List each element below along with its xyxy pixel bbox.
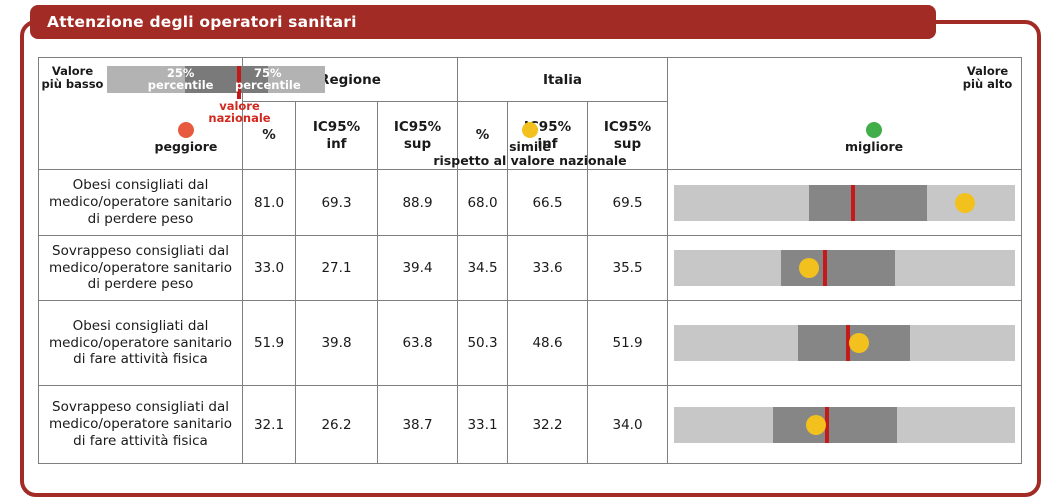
percentile-bar — [674, 406, 1016, 443]
interquartile-band — [808, 184, 928, 221]
region-indicator-dot — [955, 192, 976, 213]
legend-better-label: migliore — [845, 138, 904, 154]
col-header-italia-ic-sup: IC95% sup — [586, 101, 669, 170]
table-row: Obesi consigliati dal medico/operatore s… — [38, 169, 1023, 236]
interquartile-band — [772, 406, 898, 443]
regione-pct-value: 81.0 — [242, 169, 296, 236]
legend-worse-dot-icon — [177, 121, 194, 138]
regione-ic-sup-value: 39.4 — [377, 235, 458, 301]
legend-national-value-line — [237, 65, 242, 99]
italia-ic-inf-value: 66.5 — [507, 169, 588, 236]
percentile-chart-cell — [667, 300, 1023, 386]
percentile-bar — [674, 325, 1016, 361]
percentile-chart-cell — [667, 385, 1023, 464]
legend-25th-percentile-label: 25% percentile — [147, 65, 214, 93]
regione-ic-sup-value: 63.8 — [377, 300, 458, 386]
percentile-chart-cell — [667, 235, 1023, 301]
italia-pct-value: 33.1 — [457, 385, 508, 464]
regione-ic-inf-value: 39.8 — [295, 300, 378, 386]
legend-percentile-bar: 25% percentile 75% percentile — [106, 65, 325, 99]
regione-pct-value: 51.9 — [242, 300, 296, 386]
region-indicator-dot — [805, 414, 826, 435]
percentile-bar — [674, 250, 1016, 286]
legend-worse-label: peggiore — [154, 138, 218, 154]
table-row: Obesi consigliati dal medico/operatore s… — [38, 300, 1023, 386]
indicator-label: Sovrappeso consigliati dal medico/operat… — [38, 385, 243, 464]
legend-national-value-label: valore nazionale — [208, 98, 271, 126]
col-header-italia-pct: % — [457, 101, 508, 170]
national-value-line — [825, 406, 830, 443]
region-indicator-dot — [798, 258, 819, 278]
health-indicators-table: Regione Italia Valore più basso 25% perc… — [38, 57, 1023, 464]
legend-75th-percentile-label: 75% percentile — [234, 65, 301, 93]
italia-ic-sup-value: 34.0 — [586, 385, 669, 464]
panel-title: Attenzione degli operatori sanitari — [30, 5, 936, 39]
col-header-regione-ic-inf: IC95% inf — [295, 101, 378, 170]
regione-ic-inf-value: 27.1 — [295, 235, 378, 301]
percentile-chart-cell — [667, 169, 1023, 236]
italia-ic-inf-value: 32.2 — [507, 385, 588, 464]
legend-cell: Valore più basso 25% percentile 75% perc… — [42, 57, 1023, 170]
italia-pct-value: 68.0 — [457, 169, 508, 236]
region-indicator-dot — [848, 333, 869, 353]
legend-highest-value-label: Valore più alto — [962, 63, 1013, 92]
national-value-line — [823, 250, 828, 286]
indicator-label: Obesi consigliati dal medico/operatore s… — [38, 169, 243, 236]
italia-ic-inf-value: 48.6 — [507, 300, 588, 386]
table-row: Sovrappeso consigliati dal medico/operat… — [38, 385, 1023, 464]
col-header-regione-pct: % — [242, 101, 296, 170]
legend-similar-dot-icon — [522, 121, 539, 138]
legend-lowest-value-label: Valore più basso — [41, 63, 104, 92]
legend-better-dot-icon — [866, 121, 883, 138]
national-value-line — [851, 184, 856, 221]
indicator-label: Sovrappeso consigliati dal medico/operat… — [38, 235, 243, 301]
italia-ic-inf-value: 33.6 — [507, 235, 588, 301]
legend-similar-label: simile — [509, 138, 551, 154]
regione-ic-inf-value: 26.2 — [295, 385, 378, 464]
regione-ic-inf-value: 69.3 — [295, 169, 378, 236]
regione-ic-sup-value: 88.9 — [377, 169, 458, 236]
indicator-label: Obesi consigliati dal medico/operatore s… — [38, 300, 243, 386]
italia-ic-sup-value: 69.5 — [586, 169, 669, 236]
italia-ic-sup-value: 35.5 — [586, 235, 669, 301]
regione-pct-value: 32.1 — [242, 385, 296, 464]
percentile-bar — [674, 184, 1016, 221]
col-header-italia-ic-inf: IC95% inf — [507, 101, 588, 170]
italia-pct-value: 50.3 — [457, 300, 508, 386]
regione-ic-sup-value: 38.7 — [377, 385, 458, 464]
legend-interquartile-band — [184, 65, 269, 93]
legend-caption: rispetto al valore nazionale — [433, 152, 627, 168]
percentile-legend: Valore più basso 25% percentile 75% perc… — [39, 58, 1022, 464]
col-header-regione-ic-sup: IC95% sup — [377, 101, 458, 170]
national-value-line — [845, 325, 850, 361]
